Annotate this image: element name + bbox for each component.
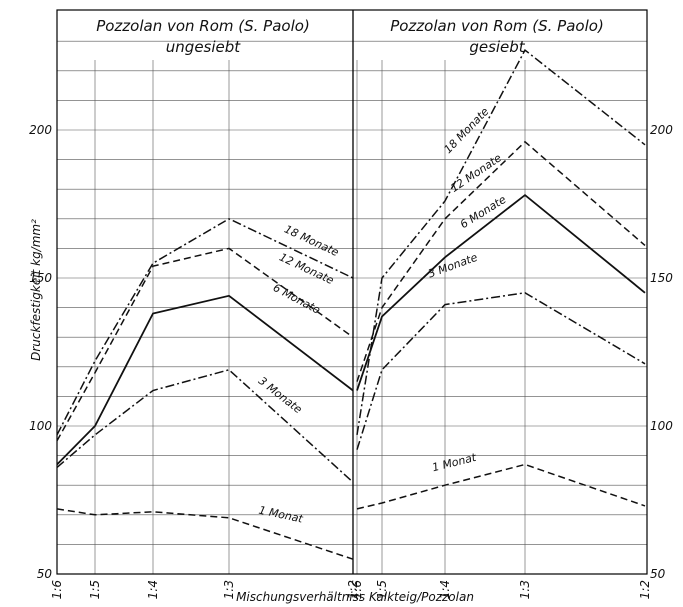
series-line-6-monate bbox=[356, 193, 646, 391]
series-line-1-monat bbox=[56, 508, 354, 560]
left-panel-subtitle: ungesiebt bbox=[166, 38, 241, 56]
x-tick-label: 1:5 bbox=[88, 580, 102, 599]
series-line-3-monate bbox=[356, 292, 646, 450]
series-label: 3 Monate bbox=[256, 374, 305, 416]
grid-lines bbox=[57, 40, 647, 574]
right-panel-title: Pozzolan von Rom (S. Paolo) bbox=[390, 17, 604, 35]
series-label: 1 Monat bbox=[257, 504, 304, 526]
x-tick-label: 1:5 bbox=[375, 580, 389, 599]
x-tick-label: 1:3 bbox=[222, 580, 236, 599]
y-tick-label-left: 200 bbox=[29, 123, 52, 137]
y-tick-label-left: 150 bbox=[29, 271, 52, 285]
series-line-6-monate bbox=[56, 294, 354, 466]
y-tick-label-right: 100 bbox=[650, 419, 673, 433]
right-panel-subtitle: gesiebt bbox=[469, 38, 525, 56]
series-line-18-monate bbox=[356, 48, 646, 436]
series-label: 12 Monate bbox=[448, 151, 504, 195]
x-tick-label: 1:2 bbox=[638, 580, 652, 599]
left-panel-title: Pozzolan von Rom (S. Paolo) bbox=[96, 17, 310, 35]
x-axis-label: Mischungsverhältniss Kalkteig/Pozzolan bbox=[236, 590, 474, 604]
series-line-18-monate bbox=[56, 217, 354, 436]
series-lines bbox=[56, 48, 646, 560]
series-line-12-monate bbox=[56, 247, 354, 442]
x-tick-label: 1:2 bbox=[346, 580, 360, 599]
y-tick-labels-left: 50 100 150 200 bbox=[29, 123, 52, 581]
x-tick-label: 1:4 bbox=[146, 580, 160, 599]
series-line-3-monate bbox=[56, 368, 354, 483]
x-tick-label: 1:6 bbox=[50, 580, 64, 600]
series-label: 18 Monate bbox=[441, 105, 491, 156]
series-line-1-monat bbox=[356, 463, 646, 510]
y-tick-labels-right: 50 100 150 200 bbox=[650, 123, 673, 581]
x-tick-labels: 1:6 1:5 1:4 1:3 1:21:6 1:5 1:4 1:3 1:2 bbox=[50, 580, 652, 600]
series-label: 1 Monat bbox=[431, 451, 478, 475]
y-tick-label-right: 50 bbox=[650, 567, 666, 581]
x-tick-label: 1:4 bbox=[438, 580, 452, 599]
y-axis-label: Druckfestigkeit kg/mm² bbox=[29, 219, 43, 361]
series-label: 6 Monate bbox=[271, 281, 323, 317]
x-tick-label: 1:3 bbox=[518, 580, 532, 599]
x-tick-label: 1:6 bbox=[350, 580, 364, 600]
y-tick-label-right: 200 bbox=[650, 123, 673, 137]
plot-frame bbox=[56, 9, 648, 575]
y-tick-label-left: 50 bbox=[37, 567, 53, 581]
y-tick-label-right: 150 bbox=[650, 271, 673, 285]
series-line-12-monate bbox=[356, 140, 646, 382]
y-tick-label-left: 100 bbox=[29, 419, 52, 433]
series-label: 3 Monate bbox=[426, 251, 479, 281]
